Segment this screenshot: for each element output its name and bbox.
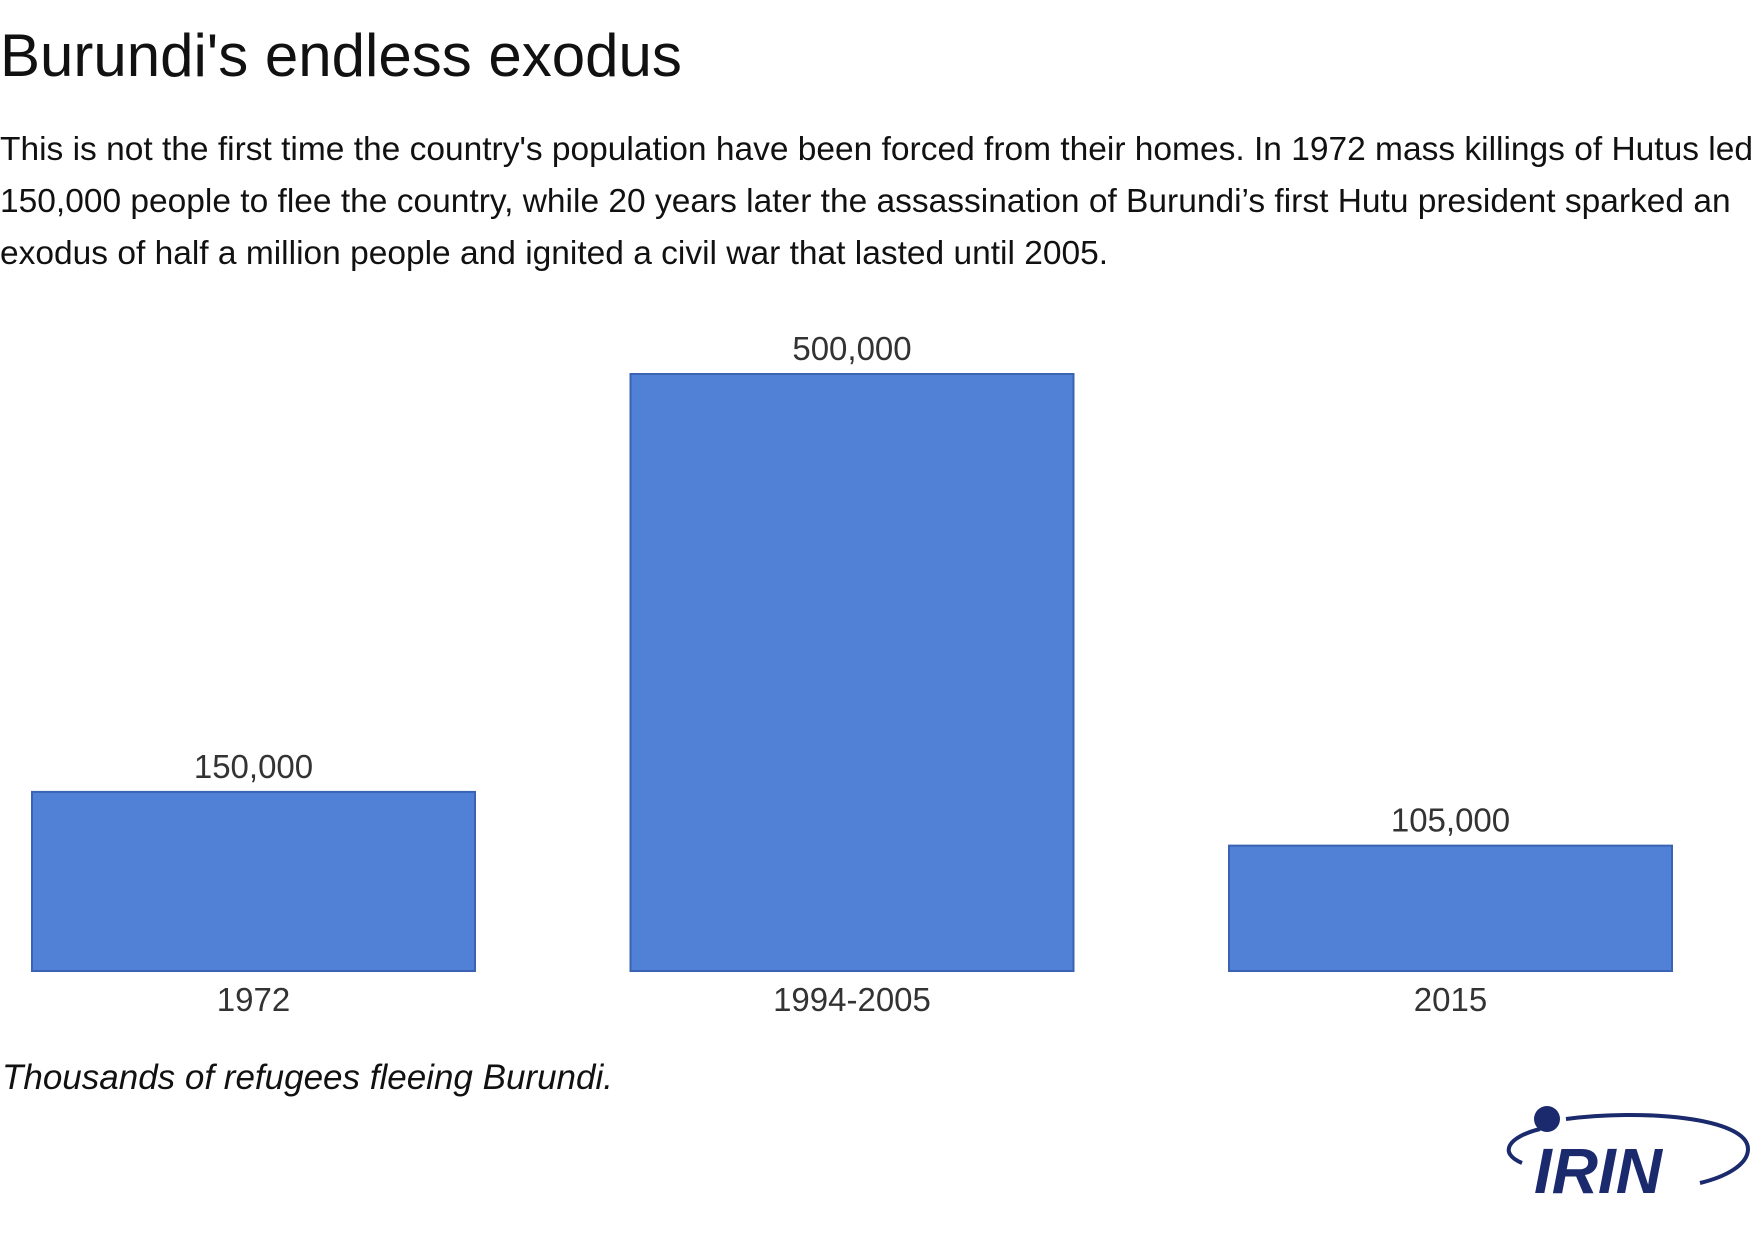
data-label-2015: 105,000 xyxy=(1391,802,1510,839)
data-label-1994-2005: 500,000 xyxy=(792,330,911,367)
logo-text: IRIN xyxy=(1534,1135,1664,1207)
x-tick-label-1994-2005: 1994-2005 xyxy=(773,981,931,1018)
bar-1994-2005 xyxy=(629,373,1075,972)
x-tick-label-2015: 2015 xyxy=(1414,981,1487,1018)
bar-1972 xyxy=(31,790,476,973)
irin-logo: IRIN xyxy=(1506,1106,1750,1207)
data-label-1972: 150,000 xyxy=(194,748,313,785)
irin-logo-mark: IRIN xyxy=(1506,1106,1750,1207)
bar-2015 xyxy=(1228,844,1673,973)
logo-orbit-lower xyxy=(1506,1127,1541,1165)
chart-caption: Thousands of refugees fleeing Burundi. xyxy=(2,1058,613,1097)
logo-orbit-upper xyxy=(1565,1112,1750,1185)
page-title: Burundi's endless exodus xyxy=(0,22,682,89)
chart-description: This is not the first time the country's… xyxy=(0,131,1753,272)
logo-dot xyxy=(1534,1106,1560,1132)
x-tick-label-1972: 1972 xyxy=(217,981,290,1018)
